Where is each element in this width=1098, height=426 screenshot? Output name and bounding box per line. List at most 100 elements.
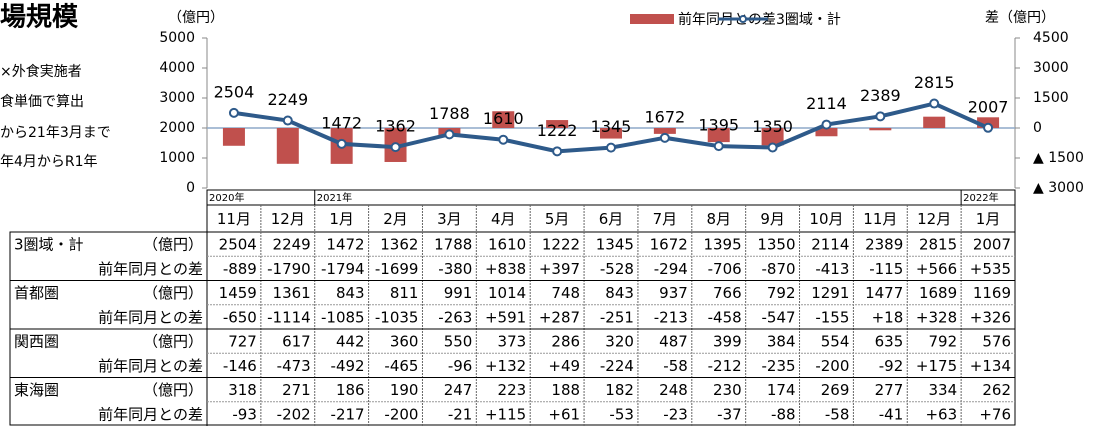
month-header: 1月 xyxy=(976,210,1001,228)
note: 年4月からR1年 xyxy=(0,154,98,170)
cell: -96 xyxy=(448,357,473,375)
cell: -380 xyxy=(438,260,472,278)
cell: 182 xyxy=(605,381,634,399)
cell: -41 xyxy=(879,405,904,423)
cell: 843 xyxy=(336,284,365,302)
cell: 1472 xyxy=(326,236,364,254)
cell: -1790 xyxy=(267,260,311,278)
cell: 373 xyxy=(498,333,527,351)
cell: -146 xyxy=(223,357,257,375)
data-label: 1222 xyxy=(537,121,578,140)
cell: +326 xyxy=(970,308,1011,326)
year-label: 2020年 xyxy=(209,191,244,204)
cell: 2114 xyxy=(811,236,849,254)
y-axis-title: （億円） xyxy=(168,10,224,26)
cell: 635 xyxy=(875,333,904,351)
cell: +328 xyxy=(916,308,957,326)
cell: 384 xyxy=(767,333,796,351)
cell: +591 xyxy=(485,308,526,326)
bar xyxy=(977,117,1000,128)
marker xyxy=(606,142,616,153)
bar xyxy=(653,128,676,134)
cell: 550 xyxy=(444,333,473,351)
marker xyxy=(228,107,239,118)
data-label: 1672 xyxy=(645,107,686,126)
month-header: 11月 xyxy=(863,210,897,228)
cell: 748 xyxy=(551,284,580,302)
row-unit: （億円） xyxy=(143,236,203,254)
month-header: 12月 xyxy=(917,210,951,228)
cell: 2815 xyxy=(919,236,957,254)
cell: -1699 xyxy=(375,260,419,278)
marker xyxy=(659,132,670,143)
cell: 1222 xyxy=(542,236,580,254)
cell: 792 xyxy=(928,333,957,351)
y2-axis-title: 差（億円） xyxy=(985,10,1055,26)
cell: -213 xyxy=(654,308,688,326)
legend-label: 3圏域・計 xyxy=(776,12,841,28)
cell: 230 xyxy=(713,381,742,399)
marker xyxy=(983,122,994,133)
cell: +175 xyxy=(916,357,957,375)
y2-tick-label: 1500 xyxy=(1033,90,1069,106)
cell: +397 xyxy=(539,260,580,278)
y2-tick-label: ▲ 3000 xyxy=(1033,180,1084,196)
marker xyxy=(821,119,832,130)
cell: 2504 xyxy=(219,236,257,254)
year-label: 2022年 xyxy=(963,191,998,204)
row-label: 東海圏 xyxy=(14,381,59,399)
month-header: 9月 xyxy=(760,210,785,228)
month-header: 11月 xyxy=(217,210,251,228)
cell: -1794 xyxy=(321,260,365,278)
cell: 318 xyxy=(228,381,257,399)
note: ×外食実施者 xyxy=(0,63,82,80)
cell: 2249 xyxy=(273,236,311,254)
row-unit: （億円） xyxy=(143,381,203,399)
cell: -235 xyxy=(761,357,795,375)
cell: +566 xyxy=(916,260,957,278)
data-label: 1345 xyxy=(591,117,632,136)
y-tick-label: 1000 xyxy=(159,150,195,166)
month-header: 1月 xyxy=(329,210,354,228)
cell: 1689 xyxy=(919,284,957,302)
y-tick-label: 3000 xyxy=(159,90,195,106)
cell: -413 xyxy=(815,260,849,278)
cell: 1672 xyxy=(650,236,688,254)
data-label: 2007 xyxy=(968,97,1009,116)
month-header: 12月 xyxy=(271,210,305,228)
cell: 2007 xyxy=(973,236,1011,254)
year-label: 2021年 xyxy=(317,191,352,204)
cell: +76 xyxy=(979,405,1011,423)
cell: +132 xyxy=(485,357,526,375)
y-tick-label: 5000 xyxy=(159,30,195,46)
cell: 186 xyxy=(336,381,365,399)
month-header: 6月 xyxy=(599,210,624,228)
bar xyxy=(923,116,946,128)
cell: -547 xyxy=(761,308,795,326)
cell: 1169 xyxy=(973,284,1011,302)
cell: -706 xyxy=(708,260,742,278)
legend-swatch xyxy=(739,15,747,23)
row-label: 関西圏 xyxy=(14,333,59,351)
month-header: 7月 xyxy=(653,210,678,228)
cell: 1350 xyxy=(757,236,795,254)
row-label: 前年同月との差 xyxy=(98,260,203,278)
cell: 1788 xyxy=(434,236,472,254)
cell: +535 xyxy=(970,260,1011,278)
note: 食単価で算出 xyxy=(0,93,84,110)
row-unit: （億円） xyxy=(143,284,203,302)
cell: 487 xyxy=(659,333,688,351)
cell: 269 xyxy=(821,381,850,399)
marker xyxy=(552,146,563,157)
data-label: 2815 xyxy=(914,73,955,92)
y2-tick-label: 3000 xyxy=(1033,60,1069,76)
cell: 248 xyxy=(659,381,688,399)
cell: -93 xyxy=(232,405,257,423)
cell: 1362 xyxy=(380,236,418,254)
data-label: 1350 xyxy=(752,117,793,136)
cell: +18 xyxy=(872,308,904,326)
marker xyxy=(390,142,401,153)
cell: +63 xyxy=(925,405,957,423)
cell: 271 xyxy=(282,381,311,399)
cell: 1610 xyxy=(488,236,526,254)
